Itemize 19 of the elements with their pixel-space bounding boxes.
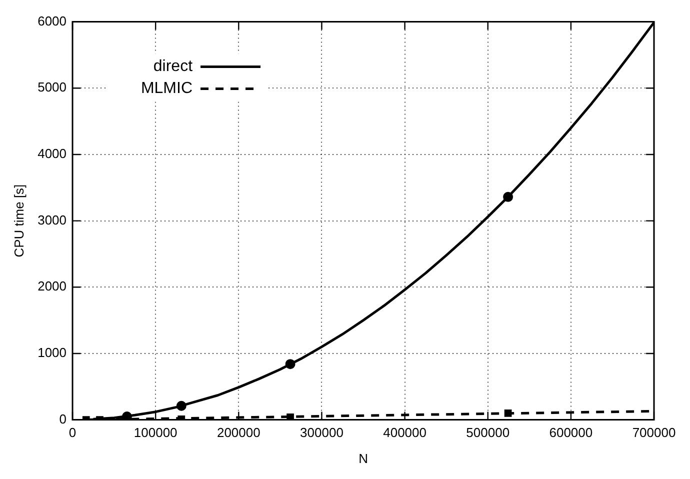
y-tick-label: 5000 — [38, 80, 67, 95]
x-axis-title: N — [358, 450, 368, 466]
x-tick-label: 100000 — [134, 425, 178, 440]
y-axis-title: CPU time [s] — [11, 184, 26, 258]
x-tick-label: 300000 — [300, 425, 344, 440]
y-tick-label: 2000 — [38, 278, 67, 294]
x-tick-label: 600000 — [549, 425, 593, 440]
y-tick-label: 1000 — [38, 345, 67, 360]
y-tick-label: 0 — [59, 411, 67, 426]
x-tick-label: 0 — [68, 425, 76, 440]
x-tick-label: 500000 — [466, 425, 510, 440]
x-tick-label: 200000 — [216, 425, 260, 440]
y-tick-label: 4000 — [38, 146, 67, 162]
y-tick-label: 3000 — [38, 212, 67, 228]
x-tick-label: 700000 — [632, 425, 676, 440]
y-tick-label: 6000 — [38, 13, 67, 28]
x-tick-label: 400000 — [383, 425, 426, 440]
legend-label: direct — [153, 58, 194, 76]
legend-label: MLMIC — [140, 80, 193, 98]
